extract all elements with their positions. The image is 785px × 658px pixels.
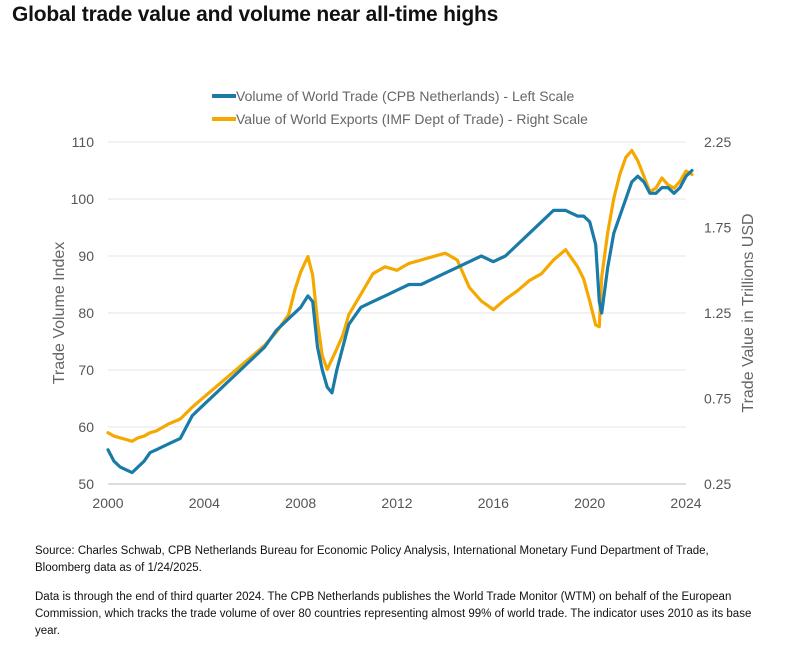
x-tick-label: 2004 xyxy=(189,495,220,511)
left-tick-label: 110 xyxy=(72,134,95,150)
left-tick-label: 60 xyxy=(78,419,94,435)
left-tick-label: 50 xyxy=(78,476,94,492)
right-tick-label: 0.75 xyxy=(704,391,731,407)
data-footnote: Data is through the end of third quarter… xyxy=(35,591,752,637)
left-tick-label: 70 xyxy=(78,362,94,378)
x-tick-label: 2016 xyxy=(478,495,509,511)
x-tick-label: 2000 xyxy=(92,495,123,511)
left-axis-ticks: 50 60 70 80 90 100 110 xyxy=(71,134,95,492)
right-tick-label: 1.25 xyxy=(704,305,731,321)
x-axis-ticks: 2000 2004 2008 2012 2016 2020 2024 xyxy=(92,495,701,511)
series-line-volume xyxy=(106,168,694,475)
x-tick-label: 2008 xyxy=(285,495,316,511)
legend: Volume of World Trade (CPB Netherlands) … xyxy=(212,88,588,127)
left-axis-title: Trade Volume Index xyxy=(51,242,68,385)
series-line-value xyxy=(106,148,694,443)
left-tick-label: 90 xyxy=(78,248,94,264)
legend-label-value: Value of World Exports (IMF Dept of Trad… xyxy=(236,111,588,127)
x-tick-label: 2024 xyxy=(670,495,701,511)
left-tick-label: 100 xyxy=(71,191,95,207)
right-axis-title: Trade Value in Trillions USD xyxy=(740,213,757,412)
left-tick-label: 80 xyxy=(78,305,94,321)
gridlines xyxy=(108,141,686,485)
right-axis-ticks: 0.25 0.75 1.25 1.75 2.25 xyxy=(704,134,731,492)
page-title: Global trade value and volume near all-t… xyxy=(12,3,499,26)
x-tick-label: 2012 xyxy=(381,495,412,511)
right-tick-label: 0.25 xyxy=(704,476,731,492)
right-tick-label: 1.75 xyxy=(704,220,731,236)
source-note: Source: Charles Schwab, CPB Netherlands … xyxy=(35,545,709,574)
trade-chart: Volume of World Trade (CPB Netherlands) … xyxy=(51,88,757,511)
right-tick-label: 2.25 xyxy=(704,134,731,150)
legend-label-volume: Volume of World Trade (CPB Netherlands) … xyxy=(236,88,574,104)
series-layer xyxy=(106,148,694,475)
x-tick-label: 2020 xyxy=(574,495,605,511)
